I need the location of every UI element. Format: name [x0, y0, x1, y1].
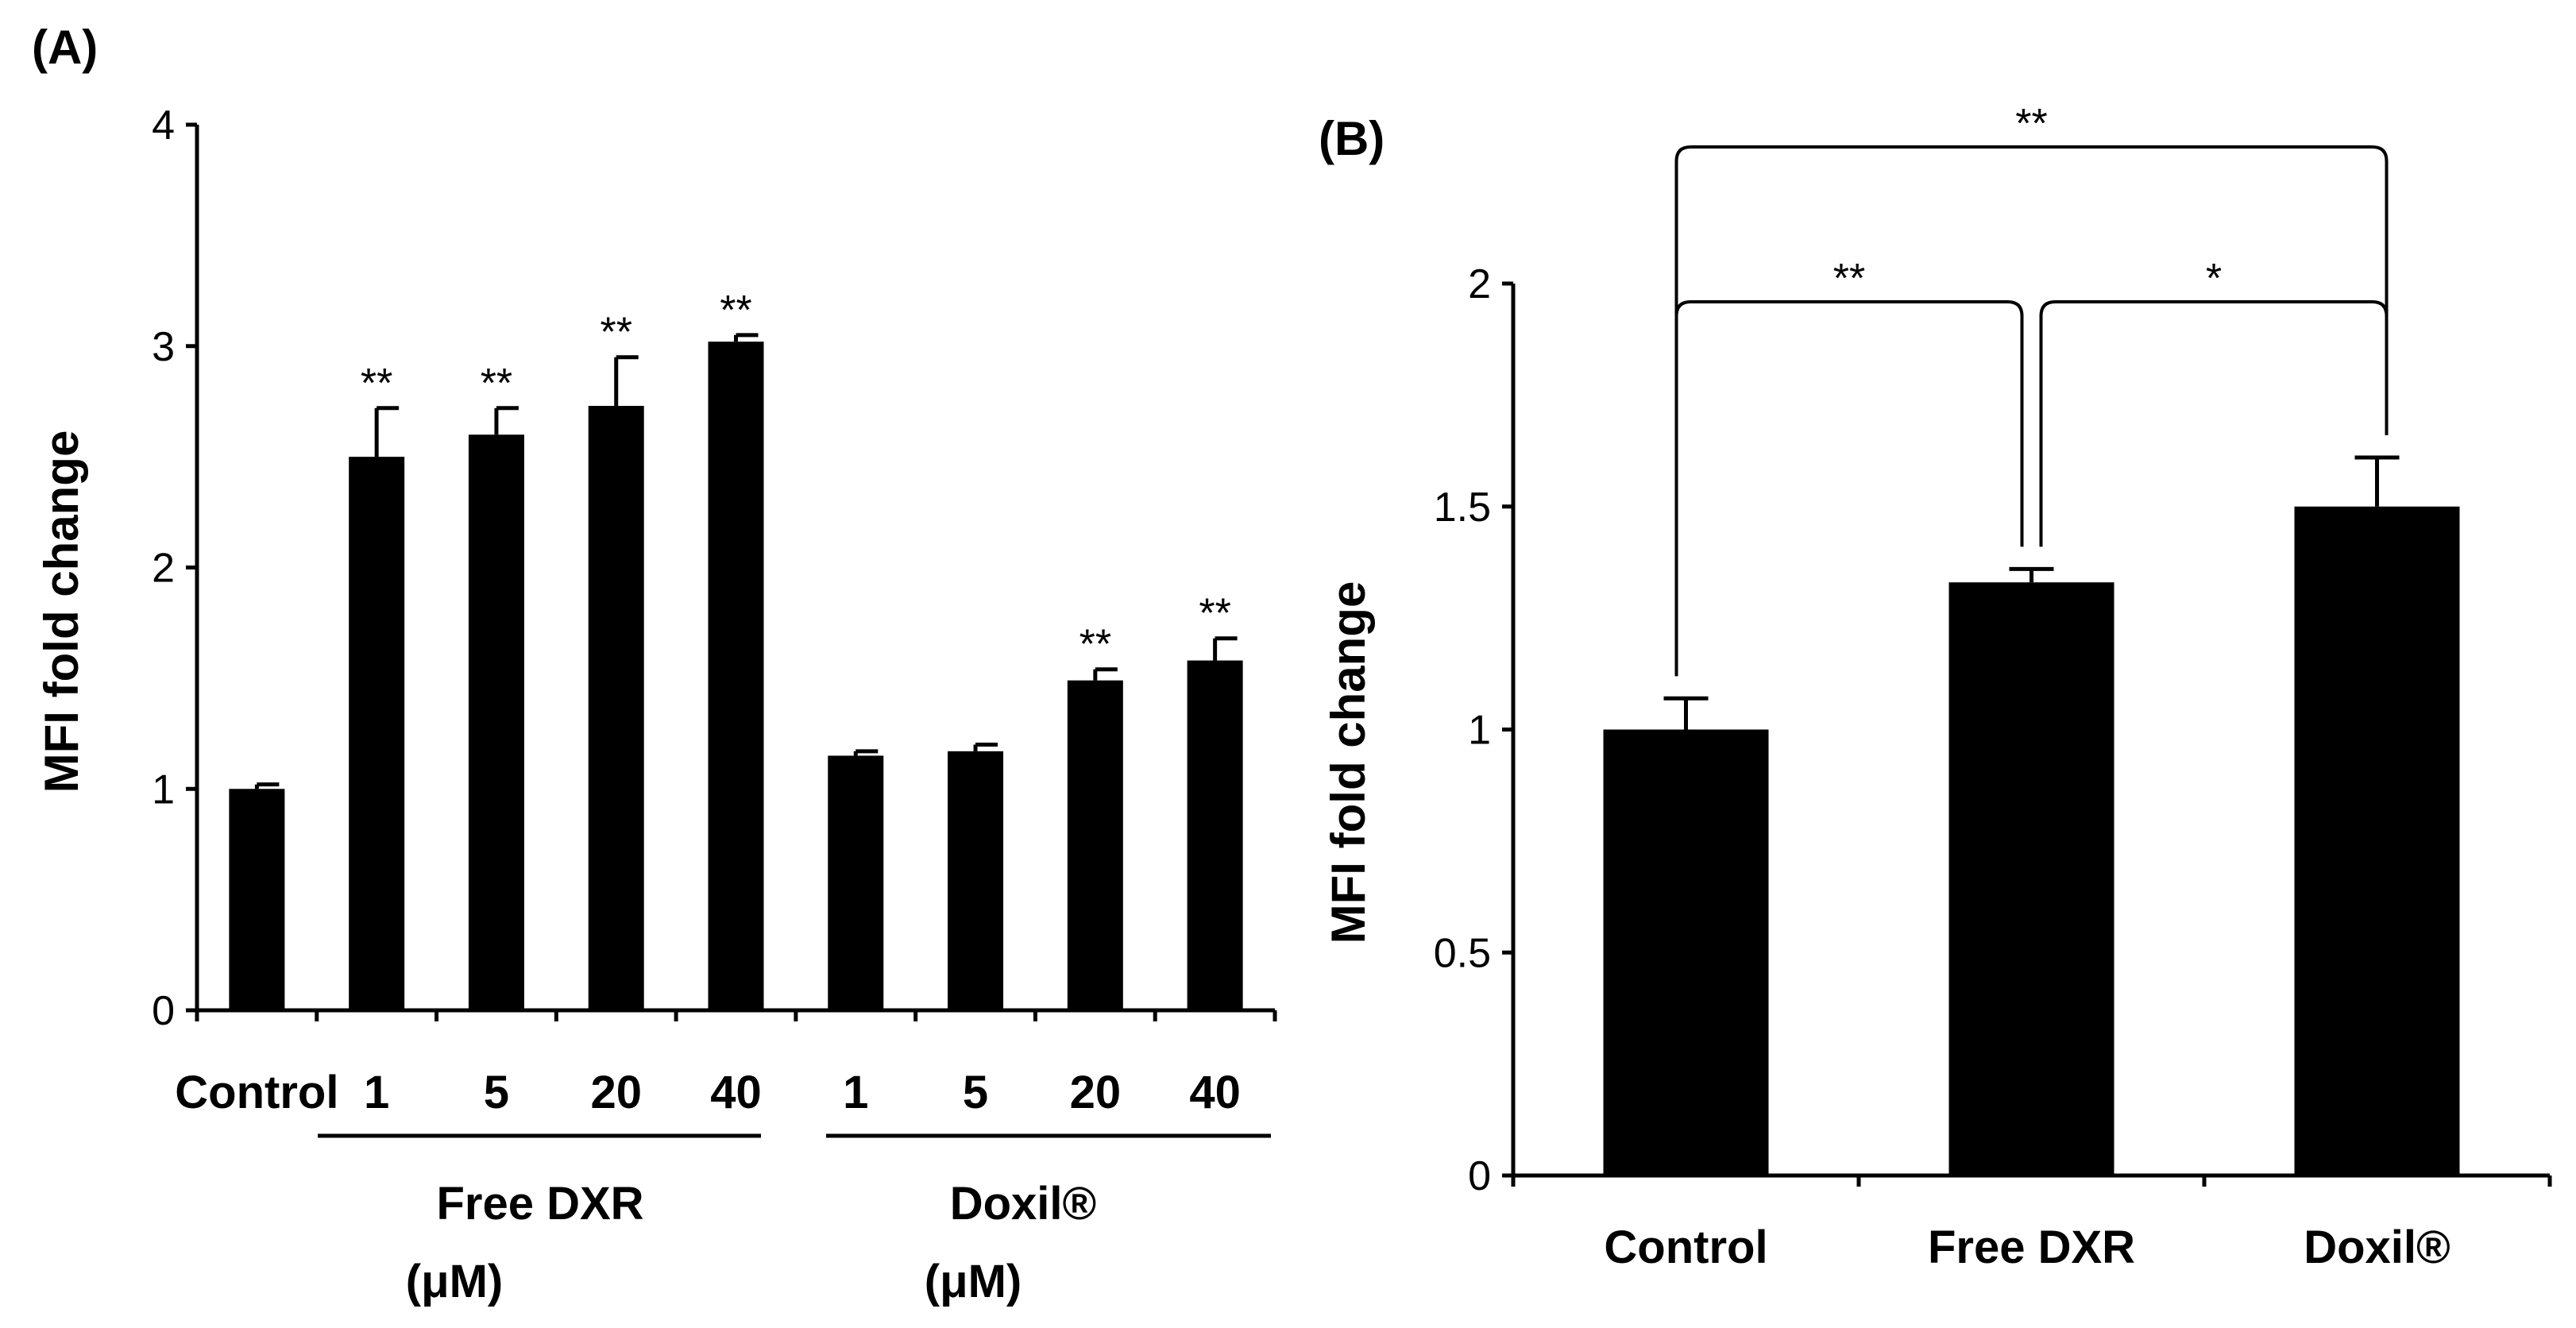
panel-a-category-label: 40 — [710, 1067, 762, 1118]
panel-a-significance-label: ** — [1199, 591, 1230, 637]
panel-a-y-tick-label: 3 — [152, 324, 175, 370]
panel-a: (A) MFI fold change 0 1 2 3 4 Control ** 1 ** 5 *… — [32, 21, 1277, 1307]
panel-a-bar — [229, 789, 285, 1010]
panel-b-bar — [1948, 582, 2114, 1176]
panel-a-significance-label: ** — [481, 361, 512, 407]
panel-a-y-tick-label: 1 — [152, 766, 175, 813]
panel-a-significance-label: ** — [720, 288, 751, 334]
panel-a-category-label: 40 — [1189, 1067, 1241, 1118]
panel-a-label: (A) — [32, 21, 98, 74]
panel-a-category-label: Control — [175, 1067, 338, 1118]
panel-a-significance-label: ** — [1079, 622, 1111, 668]
panel-b-y-tick-label: 1 — [1468, 708, 1491, 754]
panel-b-comparison-bracket — [1674, 145, 2389, 677]
panel-a-category-label: 5 — [484, 1067, 509, 1118]
panel-a-bar — [468, 434, 524, 1010]
panel-a-significance-label: ** — [361, 361, 392, 407]
panel-a-bar — [349, 457, 405, 1010]
panel-a-category-label: 1 — [364, 1067, 389, 1118]
panel-b-category-label: Doxil® — [2304, 1222, 2450, 1273]
panel-b-label: (B) — [1319, 112, 1385, 165]
panel-a-y-axis-label: MFI fold change — [35, 430, 88, 793]
panel-a-category-label: 5 — [963, 1067, 988, 1118]
panel-a-significance-label: ** — [600, 310, 631, 356]
panel-a-group-doxil-label: Doxil® — [950, 1178, 1097, 1230]
panel-b-y-tick-label: 0.5 — [1434, 930, 1491, 976]
panel-a-y-tick-label: 2 — [152, 546, 175, 592]
panel-b-comparison-label: * — [2206, 256, 2222, 302]
panel-b-category-label: Free DXR — [1928, 1222, 2135, 1273]
panel-b-y-tick-label: 1.5 — [1434, 484, 1491, 531]
panel-a-y-tick-label: 4 — [152, 102, 175, 149]
panel-a-bar — [1187, 660, 1243, 1010]
panel-a-category-label: 20 — [1070, 1067, 1122, 1118]
panel-a-category-label: 20 — [590, 1067, 642, 1118]
panel-b-y-tick-label: 2 — [1468, 261, 1491, 307]
panel-b-comparison-label: ** — [2015, 101, 2047, 147]
panel-b-category-label: Control — [1604, 1222, 1767, 1273]
panel-b-bar — [1603, 729, 1769, 1176]
panel-a-bar — [588, 406, 644, 1010]
panel-a-bar — [948, 751, 1004, 1010]
panel-a-y-tick-label: 0 — [152, 988, 175, 1034]
panel-b: (B) MFI fold change 0 0.5 1 1.5 2 Control Fre… — [1319, 101, 2552, 1273]
panel-b-bar — [2294, 506, 2460, 1176]
panel-a-group-free-dxr-unit: (μM) — [406, 1256, 503, 1307]
panel-a-group-doxil-unit: (μM) — [925, 1256, 1022, 1307]
panel-a-bar — [1067, 680, 1123, 1010]
panel-b-y-tick-label: 0 — [1468, 1153, 1491, 1199]
panel-b-y-axis-label: MFI fold change — [1322, 581, 1375, 944]
panel-b-comparison-label: ** — [1833, 256, 1865, 302]
panel-a-category-label: 1 — [843, 1067, 868, 1118]
panel-a-bar — [708, 342, 764, 1010]
panel-a-bar — [828, 755, 884, 1010]
panel-a-group-free-dxr-label: Free DXR — [436, 1178, 643, 1230]
